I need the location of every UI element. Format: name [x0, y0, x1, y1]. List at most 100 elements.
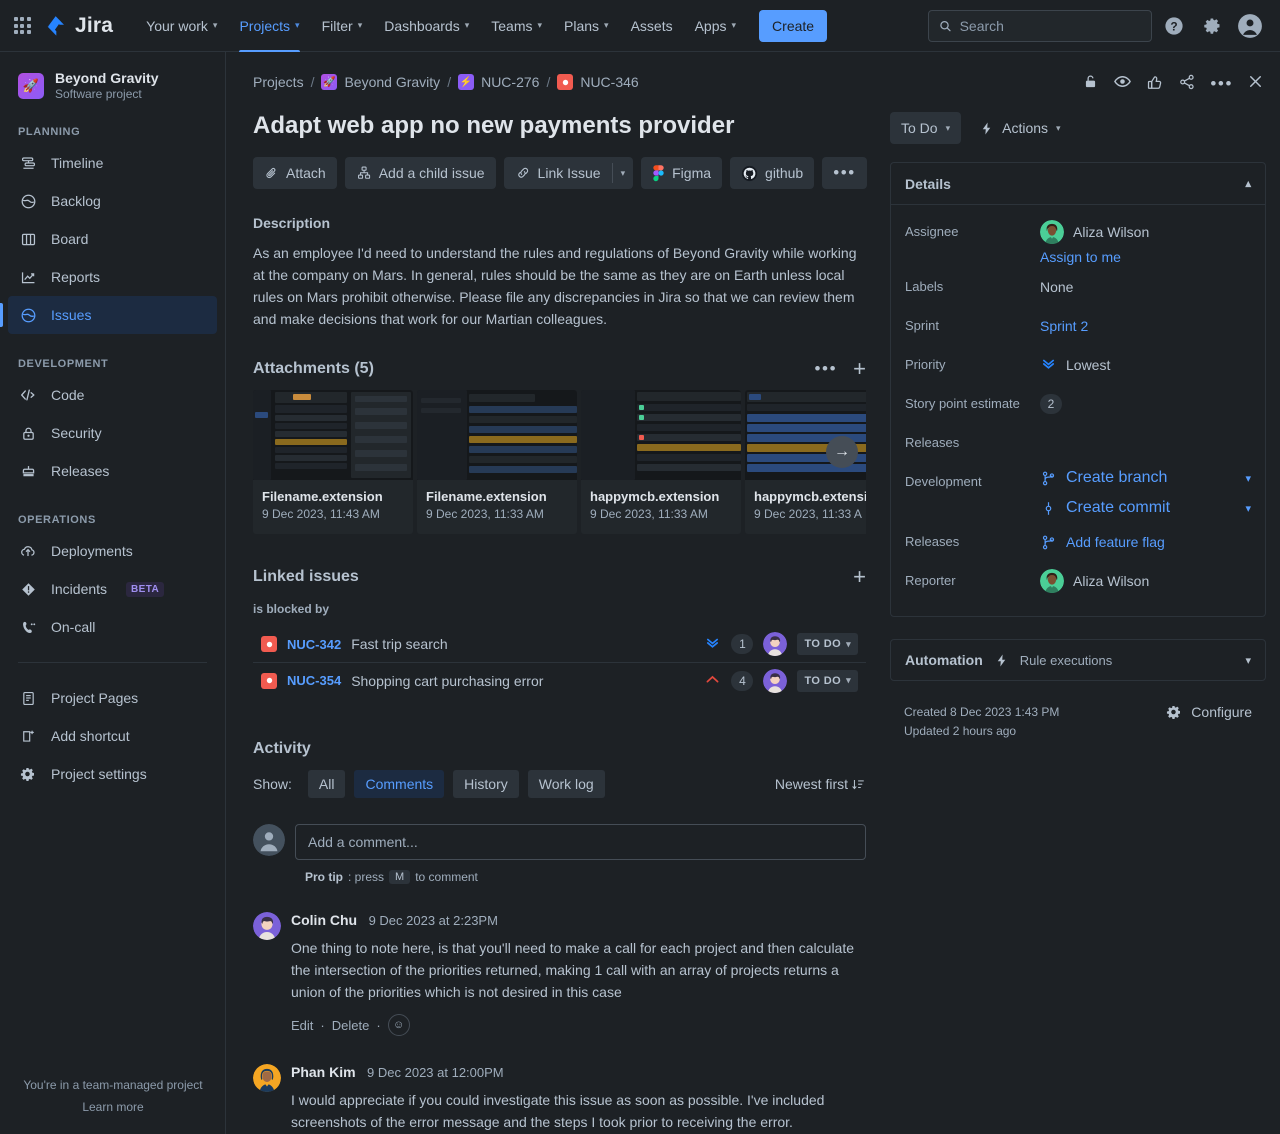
link-issue-dropdown[interactable]: ▾ — [613, 168, 634, 179]
avatar[interactable] — [763, 668, 788, 693]
nav-item-filter[interactable]: Filter ▾ — [311, 0, 374, 52]
sidebar-item-deployments[interactable]: Incidents Deployments — [8, 532, 217, 570]
add-linked-issue-icon[interactable]: + — [853, 564, 866, 589]
sprint-value[interactable]: Sprint 2 — [1040, 318, 1089, 334]
watch-icon[interactable] — [1113, 72, 1132, 96]
lock-icon[interactable] — [1082, 73, 1099, 95]
priority-value[interactable]: Lowest — [1040, 352, 1251, 378]
attach-button[interactable]: Attach — [253, 157, 337, 189]
configure-button[interactable]: Configure — [1165, 703, 1252, 721]
attachment-card[interactable]: Filename.extension 9 Dec 2023, 11:43 AM — [253, 390, 413, 534]
more-actions-button[interactable]: ••• — [822, 157, 867, 189]
breadcrumb-epic[interactable]: NUC-276 — [481, 74, 540, 90]
assignee-value[interactable]: Aliza Wilson — [1040, 219, 1251, 245]
nav-item-apps[interactable]: Apps ▾ — [684, 0, 747, 52]
create-button[interactable]: Create — [759, 9, 828, 42]
nav-item-teams[interactable]: Teams ▾ — [480, 0, 553, 52]
table-row[interactable]: NUC-354 Shopping cart purchasing error 4… — [253, 662, 866, 698]
create-commit-row[interactable]: Create commit ▾ — [1040, 499, 1251, 517]
chevron-down-icon[interactable]: ▾ — [1245, 472, 1251, 485]
attachments-more-icon[interactable]: ••• — [814, 359, 838, 378]
sidebar-item-backlog[interactable]: Backlog — [8, 182, 217, 220]
sidebar-item-add-shortcut[interactable]: Add shortcut — [8, 717, 217, 755]
sidebar-item-security[interactable]: Security — [8, 414, 217, 452]
create-commit-link[interactable]: Create commit — [1066, 499, 1171, 516]
releases-value[interactable] — [1040, 430, 1251, 456]
avatar[interactable] — [253, 912, 281, 940]
sidebar-item-project-settings[interactable]: Project settings — [8, 755, 217, 793]
add-attachment-icon[interactable]: + — [853, 356, 866, 381]
sidebar-item-project-pages[interactable]: Project Pages — [8, 679, 217, 717]
like-icon[interactable] — [1146, 73, 1164, 96]
tab-history[interactable]: History — [453, 770, 519, 798]
add-child-issue-button[interactable]: Add a child issue — [344, 157, 496, 189]
sidebar-item-board[interactable]: Board — [8, 220, 217, 258]
linked-issue-key[interactable]: NUC-342 — [287, 636, 342, 652]
automation-card[interactable]: Automation Rule executions ▾ — [890, 639, 1266, 681]
nav-item-assets[interactable]: Assets — [620, 0, 684, 52]
sidebar-item-timeline[interactable]: Timeline — [8, 144, 217, 182]
learn-more-link[interactable]: Learn more — [82, 1100, 144, 1114]
comment-input[interactable] — [295, 824, 866, 860]
linked-issue-summary[interactable]: Shopping cart purchasing error — [351, 672, 544, 689]
sort-order-button[interactable]: Newest first — [775, 776, 866, 792]
help-button[interactable]: ? — [1158, 10, 1190, 42]
nav-item-your-work[interactable]: Your work ▾ — [135, 0, 228, 52]
story-points-value[interactable]: 2 — [1040, 391, 1251, 417]
chevron-down-icon[interactable]: ▾ — [1245, 502, 1251, 515]
feature-flag-value[interactable]: Add feature flag — [1040, 529, 1251, 555]
link-issue-button[interactable]: Link Issue ▾ — [503, 157, 634, 189]
labels-value[interactable]: None — [1040, 279, 1074, 295]
share-icon[interactable] — [1178, 73, 1196, 96]
linked-issue-summary[interactable]: Fast trip search — [351, 636, 448, 652]
more-icon[interactable]: ••• — [1210, 74, 1233, 93]
sidebar-item-issues[interactable]: Issues — [0, 296, 217, 334]
edit-comment-link[interactable]: Edit — [291, 1017, 314, 1033]
table-row[interactable]: NUC-342 Fast trip search 1 TO DO ▾ — [253, 626, 866, 662]
nav-item-dashboards[interactable]: Dashboards ▾ — [373, 0, 480, 52]
status-dropdown[interactable]: To Do ▾ — [890, 112, 962, 144]
tab-all[interactable]: All — [307, 770, 346, 798]
project-header[interactable]: 🚀 Beyond Gravity Software project — [0, 70, 225, 102]
attachment-card[interactable]: Filename.extension 9 Dec 2023, 11:33 AM — [417, 390, 577, 534]
nav-item-projects[interactable]: Projects ▾ — [228, 0, 310, 52]
breadcrumb-projects[interactable]: Projects — [253, 74, 304, 90]
sidebar-item-incidents[interactable]: Incidents BETA — [8, 570, 217, 608]
tab-comments[interactable]: Comments — [354, 770, 445, 798]
reporter-value[interactable]: Aliza Wilson — [1040, 568, 1251, 594]
search-box[interactable] — [928, 9, 1152, 42]
figma-button[interactable]: Figma — [641, 157, 723, 189]
profile-button[interactable] — [1234, 10, 1266, 42]
attachment-card[interactable]: happymcb.extension 9 Dec 2023, 11:33 AM — [581, 390, 741, 534]
details-card-header[interactable]: Details ▴ — [891, 163, 1265, 205]
delete-comment-link[interactable]: Delete — [331, 1017, 370, 1033]
actions-dropdown[interactable]: Actions ▾ — [979, 120, 1061, 136]
jira-home-link[interactable]: Jira — [44, 14, 135, 38]
nav-item-plans[interactable]: Plans ▾ — [553, 0, 620, 52]
close-icon[interactable] — [1247, 73, 1264, 95]
chevron-down-icon[interactable]: ▾ — [1245, 654, 1251, 667]
status-badge[interactable]: TO DO ▾ — [797, 669, 858, 692]
app-switcher-button[interactable] — [0, 17, 44, 34]
linked-issue-key[interactable]: NUC-354 — [287, 673, 342, 688]
add-feature-flag-link[interactable]: Add feature flag — [1066, 534, 1165, 550]
avatar[interactable] — [763, 632, 788, 656]
sidebar-item-on-call[interactable]: On-call — [8, 608, 217, 646]
add-reaction-icon[interactable]: ☺ — [387, 1014, 410, 1036]
avatar[interactable] — [253, 1064, 281, 1092]
create-branch-row[interactable]: Create branch ▾ — [1040, 469, 1251, 487]
tab-work-log[interactable]: Work log — [527, 770, 605, 798]
create-branch-link[interactable]: Create branch — [1066, 469, 1168, 486]
search-input[interactable] — [959, 17, 1141, 34]
github-button[interactable]: github — [730, 157, 815, 189]
sidebar-item-releases[interactable]: Releases — [8, 452, 217, 490]
status-badge[interactable]: TO DO ▾ — [797, 633, 858, 655]
attachments-next-button[interactable]: → — [826, 436, 858, 468]
breadcrumb-project[interactable]: Beyond Gravity — [344, 74, 441, 90]
sidebar-item-code[interactable]: Code — [8, 376, 217, 414]
assign-to-me-link[interactable]: Assign to me — [1040, 249, 1121, 265]
breadcrumb-issue[interactable]: NUC-346 — [580, 74, 639, 90]
chevron-down-icon: ▾ — [357, 20, 363, 30]
sidebar-item-reports[interactable]: Reports — [8, 258, 217, 296]
settings-button[interactable] — [1196, 10, 1228, 42]
